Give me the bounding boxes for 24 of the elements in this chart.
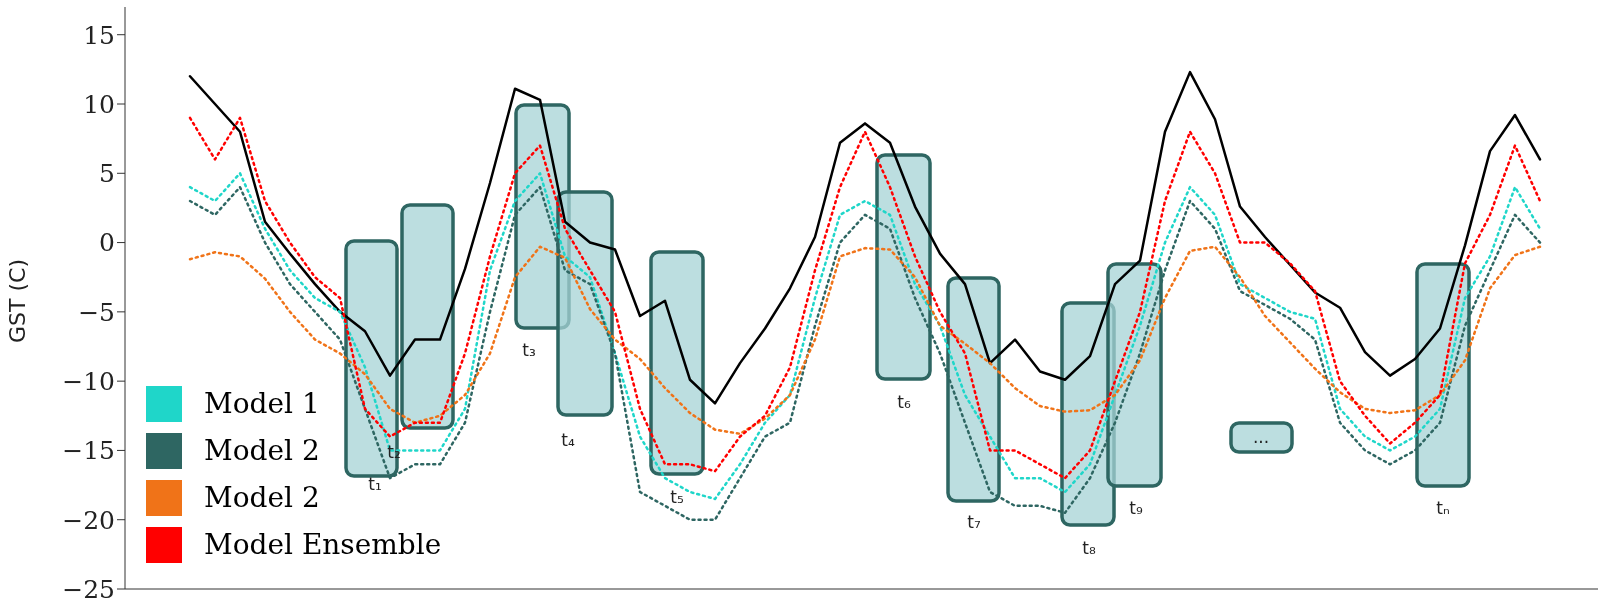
annotation: t₇ bbox=[967, 512, 981, 532]
y-tick-label: −5 bbox=[78, 297, 115, 327]
annotation: t₉ bbox=[1129, 498, 1143, 518]
annotation: tₙ bbox=[1436, 498, 1450, 518]
legend-label: Model 1 bbox=[204, 387, 320, 420]
y-tick-label: −15 bbox=[62, 436, 115, 466]
annotation: t₈ bbox=[1082, 538, 1096, 558]
y-tick-label: 15 bbox=[83, 20, 115, 50]
annotation: ... bbox=[1252, 427, 1270, 447]
annotation: t₅ bbox=[670, 487, 684, 507]
y-axis-title: GST (C) bbox=[4, 259, 30, 343]
annotation: t₄ bbox=[561, 430, 575, 450]
y-tick-label: 0 bbox=[99, 228, 115, 258]
annotation: t₆ bbox=[897, 392, 911, 412]
annotation: t₃ bbox=[522, 340, 536, 360]
y-tick-label: 5 bbox=[99, 159, 115, 189]
legend-label: Model 2 bbox=[204, 434, 320, 467]
legend-label: Model Ensemble bbox=[204, 528, 442, 561]
y-tick-label: −20 bbox=[62, 505, 115, 535]
legend-label: Model 2 bbox=[204, 481, 320, 514]
annotation: t₁ bbox=[368, 474, 382, 494]
y-tick-label: −25 bbox=[62, 574, 115, 604]
y-tick-label: 10 bbox=[83, 89, 115, 119]
y-tick-label: −10 bbox=[62, 367, 115, 397]
